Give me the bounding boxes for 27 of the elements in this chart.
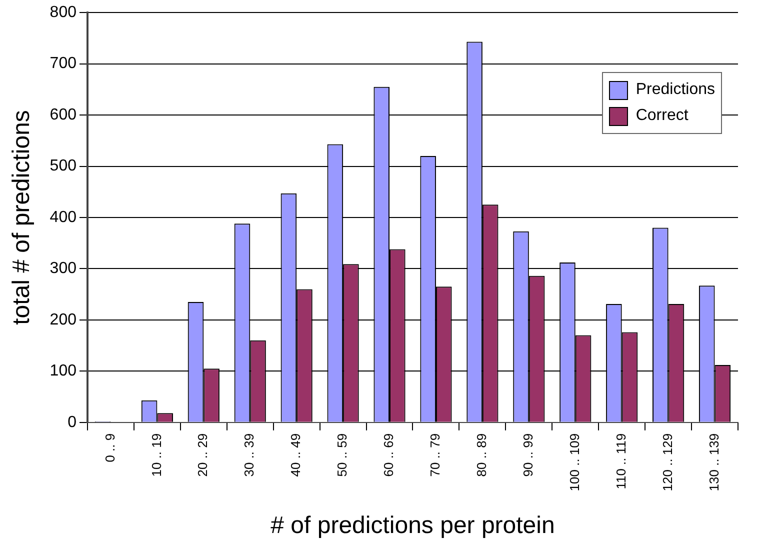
x-tick-label: 0 .. 9 <box>102 433 118 462</box>
y-tick-label: 800 <box>50 4 77 22</box>
x-tick-label: 110 .. 119 <box>613 433 628 490</box>
x-tick-label: 70 .. 79 <box>428 433 443 477</box>
y-tick-label: 300 <box>50 260 77 278</box>
y-axis-title: total # of predictions <box>8 110 36 325</box>
x-axis-title: # of predictions per protein <box>270 512 555 540</box>
legend-label: Correct <box>636 107 688 125</box>
y-tick-label: 100 <box>50 362 77 380</box>
x-tick-label: 120 .. 129 <box>660 433 675 492</box>
y-tick-label: 500 <box>50 158 77 175</box>
y-tick-label: 200 <box>50 311 77 328</box>
legend-label: Predictions <box>636 81 715 99</box>
y-tick-label: 400 <box>50 208 77 226</box>
x-tick-label: 100 .. 109 <box>566 433 582 492</box>
y-tick-label: 0 <box>68 414 77 431</box>
x-tick-label: 60 .. 69 <box>381 433 396 477</box>
x-tick-label: 130 .. 139 <box>706 433 722 492</box>
x-tick-label: 50 .. 59 <box>334 433 350 477</box>
x-tick-label: 10 .. 19 <box>148 433 164 477</box>
x-tick-label: 20 .. 29 <box>195 433 210 477</box>
x-tick-label: 40 .. 49 <box>288 433 304 477</box>
x-tick-label: 80 .. 89 <box>474 433 490 477</box>
x-tick-label: 30 .. 39 <box>242 433 257 477</box>
y-tick-label: 600 <box>50 106 77 124</box>
y-tick-label: 700 <box>50 55 77 72</box>
x-tick-label: 90 .. 99 <box>520 433 536 477</box>
